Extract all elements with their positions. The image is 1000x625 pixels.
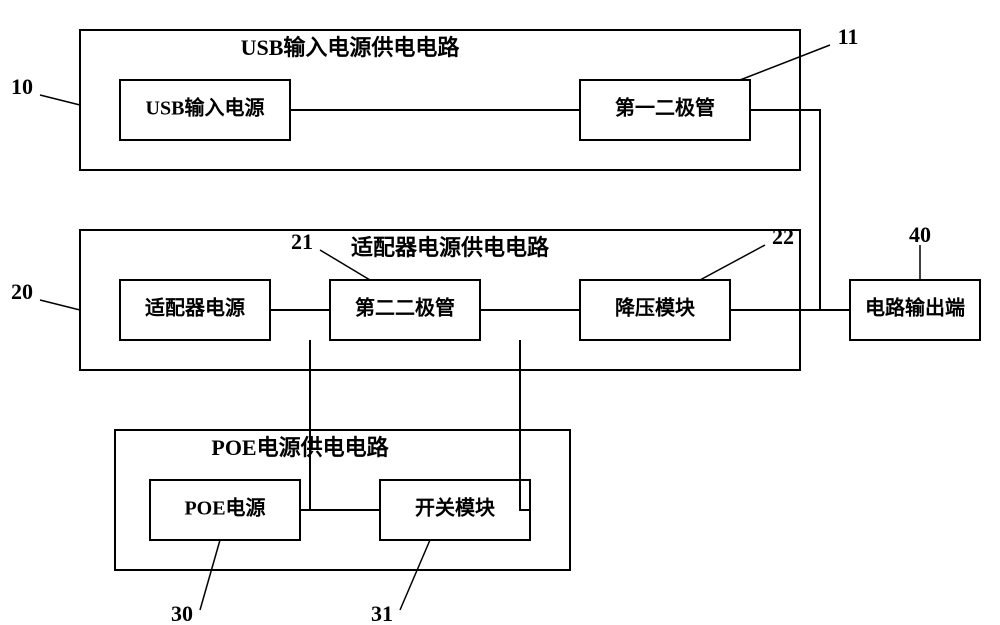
group-title-adapter: 适配器电源供电电路 (351, 235, 550, 260)
box-label-usb_in: USB输入电源 (146, 96, 265, 120)
ref-num-40: 40 (909, 222, 931, 247)
ref-num-31: 31 (371, 601, 393, 625)
box-label-diode2: 第二二极管 (355, 296, 455, 320)
leader-line-20 (40, 300, 80, 310)
box-label-diode1: 第一二极管 (615, 96, 715, 120)
leader-line-11 (740, 45, 830, 80)
box-label-buck: 降压模块 (615, 296, 696, 320)
ref-num-10: 10 (11, 74, 33, 99)
leader-line-30 (200, 540, 220, 610)
box-label-poe: POE电源 (184, 497, 265, 520)
leader-line-22 (700, 245, 765, 280)
group-title-poe: POE电源供电电路 (211, 435, 389, 460)
leader-line-10 (40, 95, 80, 105)
group-title-usb: USB输入电源供电电路 (241, 35, 461, 60)
ref-num-22: 22 (772, 224, 794, 249)
box-label-out: 电路输出端 (865, 296, 965, 320)
box-label-switch: 开关模块 (415, 496, 496, 520)
ref-num-30: 30 (171, 601, 193, 625)
box-label-adapter: 适配器电源 (145, 297, 245, 320)
ref-num-20: 20 (11, 279, 33, 304)
leader-line-31 (400, 540, 430, 610)
polyline-adapter_to_switch_L (310, 340, 380, 510)
ref-num-21: 21 (291, 229, 313, 254)
ref-num-11: 11 (838, 24, 859, 49)
